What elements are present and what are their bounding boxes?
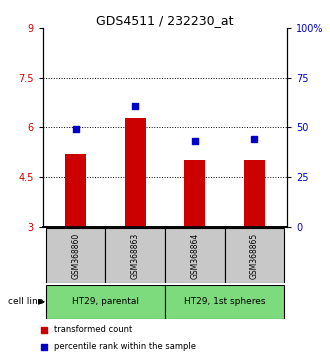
Point [252, 136, 257, 142]
Text: percentile rank within the sample: percentile rank within the sample [54, 342, 196, 351]
Title: GDS4511 / 232230_at: GDS4511 / 232230_at [96, 14, 234, 27]
Text: GSM368864: GSM368864 [190, 233, 199, 279]
Text: HT29, 1st spheres: HT29, 1st spheres [184, 297, 265, 306]
Bar [65, 154, 86, 227]
Bar [46, 285, 165, 319]
Point [73, 126, 78, 132]
Text: transformed count: transformed count [54, 325, 133, 334]
Bar [224, 228, 284, 283]
Bar [244, 160, 265, 227]
Bar [106, 228, 165, 283]
Text: GSM368863: GSM368863 [131, 233, 140, 279]
Bar [125, 118, 146, 227]
Bar [165, 285, 284, 319]
Bar [165, 228, 224, 283]
Point [41, 344, 47, 349]
Text: GSM368860: GSM368860 [71, 233, 80, 279]
Bar [46, 228, 106, 283]
Point [192, 138, 197, 143]
Text: GSM368865: GSM368865 [250, 233, 259, 279]
Text: cell line: cell line [8, 297, 44, 306]
Point [133, 103, 138, 109]
Point [41, 327, 47, 333]
Text: HT29, parental: HT29, parental [72, 297, 139, 306]
Bar [184, 160, 205, 227]
